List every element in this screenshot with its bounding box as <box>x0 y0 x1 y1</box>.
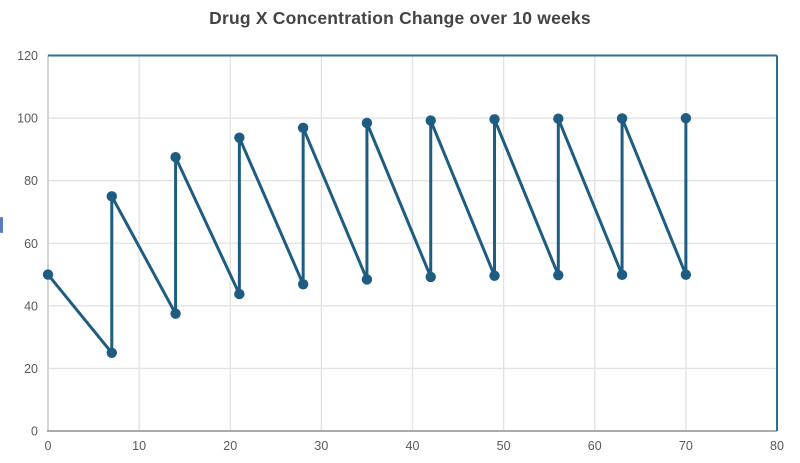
data-point-marker <box>170 151 181 163</box>
x-tick-label: 50 <box>497 439 511 453</box>
x-tick-label: 80 <box>770 439 784 453</box>
y-tick-label: 60 <box>24 237 38 251</box>
data-point-marker <box>489 114 500 125</box>
y-tick-label: 0 <box>31 425 38 439</box>
data-point-marker <box>170 308 181 319</box>
chart-title: Drug X Concentration Change over 10 week… <box>209 8 591 28</box>
y-tick-label: 40 <box>24 299 38 313</box>
y-tick-label: 20 <box>24 362 38 376</box>
data-point-marker <box>680 113 692 124</box>
data-point-marker <box>553 269 564 281</box>
data-point-marker <box>616 113 628 124</box>
yaxis-title-cropped-fragment <box>0 217 3 233</box>
y-tick-label: 80 <box>24 174 38 188</box>
data-point-marker <box>106 347 117 358</box>
data-point-marker <box>425 271 436 283</box>
data-point-marker <box>234 288 245 300</box>
x-tick-label: 30 <box>314 439 328 453</box>
x-tick-label: 60 <box>588 439 602 453</box>
x-tick-label: 20 <box>223 439 237 453</box>
data-point-marker <box>361 117 373 129</box>
x-tick-label: 40 <box>406 439 420 453</box>
data-point-marker <box>297 122 309 134</box>
x-tick-label: 10 <box>132 439 146 453</box>
data-point-marker <box>42 269 54 280</box>
data-point-marker <box>489 270 500 281</box>
data-point-marker <box>361 274 373 285</box>
x-tick-label: 70 <box>679 439 693 453</box>
data-point-marker <box>553 113 564 124</box>
data-point-marker <box>106 191 117 202</box>
y-tick-label: 100 <box>17 112 38 126</box>
series-line <box>46 116 688 355</box>
data-point-marker <box>425 115 436 126</box>
x-tick-label: 0 <box>45 439 52 453</box>
y-tick-label: 120 <box>17 49 38 63</box>
data-point-marker <box>297 279 309 290</box>
data-point-marker <box>616 269 628 281</box>
data-point-marker <box>234 132 245 143</box>
data-point-marker <box>680 269 692 280</box>
